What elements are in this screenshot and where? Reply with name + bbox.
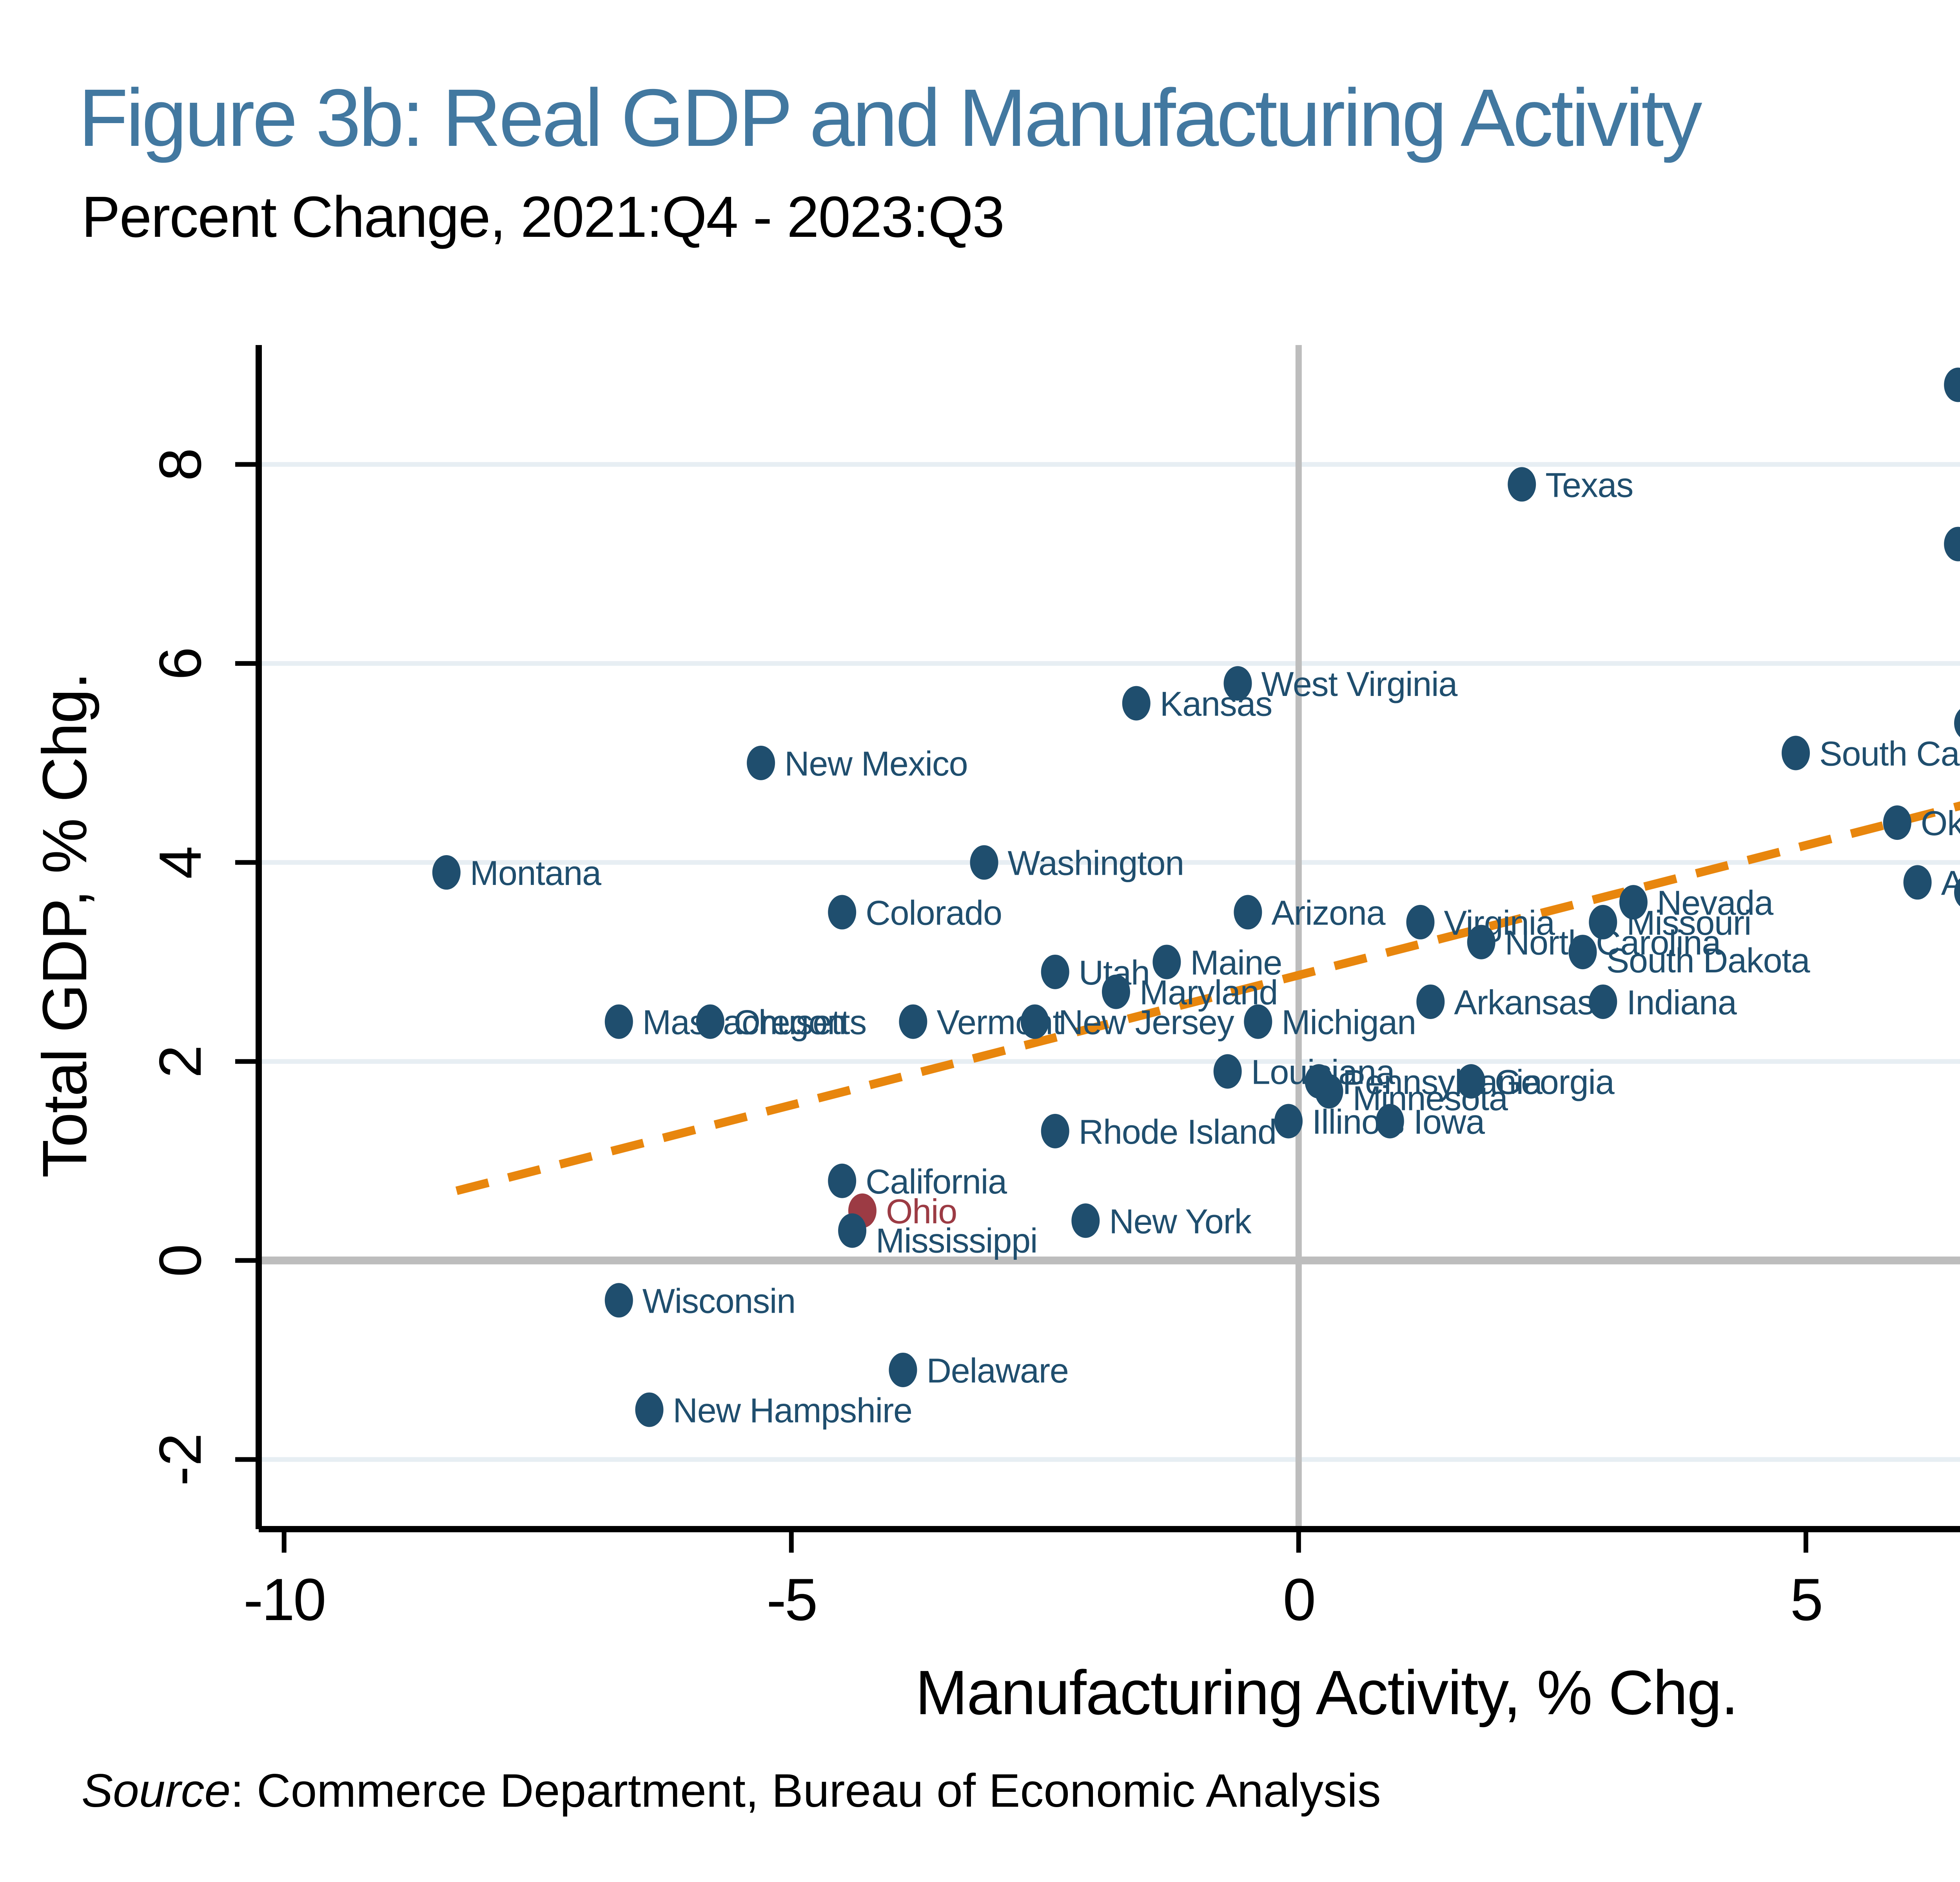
data-point-kansas (1122, 686, 1151, 721)
data-point-new-jersey (1020, 1004, 1049, 1039)
y-axis-title: Total GDP, % Chg. (29, 673, 100, 1178)
data-point-montana (432, 855, 461, 890)
data-point-arizona (1234, 895, 1262, 930)
data-point-new-mexico (747, 745, 775, 780)
data-point-utah (1041, 954, 1069, 989)
data-point-label-arkansas: Arkansas (1454, 983, 1594, 1022)
data-point-nevada (1619, 885, 1648, 920)
x-tick-label--5: -5 (766, 1566, 816, 1633)
data-point-label-west-virginia: West Virginia (1261, 665, 1458, 703)
data-point-label-georgia: Georgia (1495, 1063, 1615, 1101)
y-tick-label-6: 6 (147, 647, 214, 680)
y-tick-label-2: 2 (147, 1045, 214, 1078)
data-point-washington (970, 845, 998, 880)
data-point-south-carolina (1782, 736, 1810, 770)
data-point-connecticut (1954, 878, 1960, 906)
x-tick-label-0: 0 (1283, 1566, 1315, 1633)
figure-title: Figure 3b: Real GDP and Manufacturing Ac… (78, 74, 1702, 165)
source-text: : Commerce Department, Bureau of Economi… (230, 1766, 1381, 1818)
data-point-nebraska (1944, 367, 1960, 402)
y-tick-label-8: 8 (147, 448, 214, 481)
data-point-new-hampshire (635, 1392, 664, 1427)
data-point-missouri (1589, 905, 1617, 939)
data-point-label-new-hampshire: New Hampshire (673, 1391, 912, 1430)
data-point-label-south-carolina: South Carolina (1819, 734, 1960, 773)
data-point-label-virginia: Virginia (1444, 903, 1555, 942)
data-point-alaska (1903, 865, 1932, 900)
data-point-label-indiana: Indiana (1626, 983, 1737, 1022)
data-point-mississippi (838, 1213, 867, 1248)
data-point-west-virginia (1223, 666, 1252, 701)
data-point-label-colorado: Colorado (866, 894, 1002, 932)
source-note: Source: Commerce Department, Bureau of E… (82, 1766, 1381, 1819)
data-point-label-delaware: Delaware (926, 1351, 1068, 1390)
data-point-vermont (899, 1004, 927, 1039)
data-point-label-oregon: Oregon (734, 1003, 846, 1042)
data-point-label-south-dakota: South Dakota (1606, 941, 1810, 980)
x-tick-label-5: 5 (1790, 1566, 1822, 1633)
source-label: Source (82, 1766, 231, 1818)
data-point-south-dakota (1568, 935, 1597, 970)
data-point-label-oklahoma: Oklahoma (1921, 804, 1960, 843)
x-axis-title: Manufacturing Activity, % Chg. (915, 1657, 1738, 1728)
data-point-label-kansas: Kansas (1160, 685, 1272, 723)
data-point-label-maine: Maine (1190, 943, 1282, 982)
data-point-louisiana (1213, 1054, 1242, 1089)
data-point-wisconsin (604, 1283, 633, 1318)
data-point-oklahoma (1883, 805, 1911, 840)
data-point-label-massachusetts: Massachusetts (642, 1003, 866, 1042)
data-point-label-iowa: Iowa (1414, 1102, 1485, 1141)
x-tick-label--10: -10 (243, 1566, 325, 1633)
data-point-label-missouri: Missouri (1626, 903, 1751, 942)
data-point-new-york (1071, 1203, 1100, 1238)
data-point-indiana (1589, 984, 1617, 1019)
data-point-label-arizona: Arizona (1271, 894, 1385, 932)
data-point-label-washington: Washington (1008, 844, 1184, 883)
data-point-massachusetts (604, 1004, 633, 1039)
data-point-virginia (1406, 905, 1435, 939)
data-point-california (828, 1163, 857, 1198)
data-point-label-north-carolina: North Carolina (1505, 923, 1721, 962)
data-point-label-new-mexico: New Mexico (784, 744, 967, 783)
data-point-label-wisconsin: Wisconsin (642, 1281, 795, 1320)
data-point-minnesota (1315, 1074, 1343, 1109)
figure-subtitle: Percent Change, 2021:Q4 - 2023:Q3 (82, 185, 1005, 249)
data-point-label-ohio: Ohio (886, 1192, 957, 1231)
data-point-michigan (1244, 1004, 1272, 1039)
data-point-arkansas (1416, 984, 1445, 1019)
data-point-label-nevada: Nevada (1657, 883, 1773, 922)
data-point-illinois (1274, 1104, 1303, 1139)
data-point-maryland (1102, 974, 1130, 1009)
data-point-label-montana: Montana (470, 854, 601, 892)
data-point-texas (1508, 467, 1536, 502)
data-point-label-new-york: New York (1109, 1202, 1252, 1241)
data-point-tennessee (1954, 709, 1960, 738)
data-point-label-california: California (866, 1162, 1007, 1201)
data-point-label-mississippi: Mississippi (876, 1221, 1037, 1260)
data-point-delaware (889, 1352, 917, 1387)
data-point-label-new-jersey: New Jersey (1058, 1003, 1234, 1042)
data-point-label-pennsylvania: Pennsylvania (1343, 1063, 1543, 1101)
data-point-label-rhode-island: Rhode Island (1079, 1112, 1276, 1151)
data-point-iowa (1376, 1104, 1404, 1139)
data-point-label-michigan: Michigan (1281, 1003, 1416, 1042)
data-point-florida (1944, 527, 1960, 561)
y-tick-label-4: 4 (147, 846, 214, 879)
data-point-maine (1152, 945, 1181, 979)
data-point-label-texas: Texas (1545, 465, 1633, 504)
data-point-oregon (696, 1004, 724, 1039)
y-tick-label-0: 0 (147, 1244, 214, 1277)
data-point-colorado (828, 895, 857, 930)
data-point-georgia (1457, 1064, 1485, 1099)
data-point-rhode-island (1041, 1114, 1069, 1148)
data-point-north-carolina (1467, 925, 1495, 959)
y-tick-label--2: -2 (147, 1433, 214, 1486)
